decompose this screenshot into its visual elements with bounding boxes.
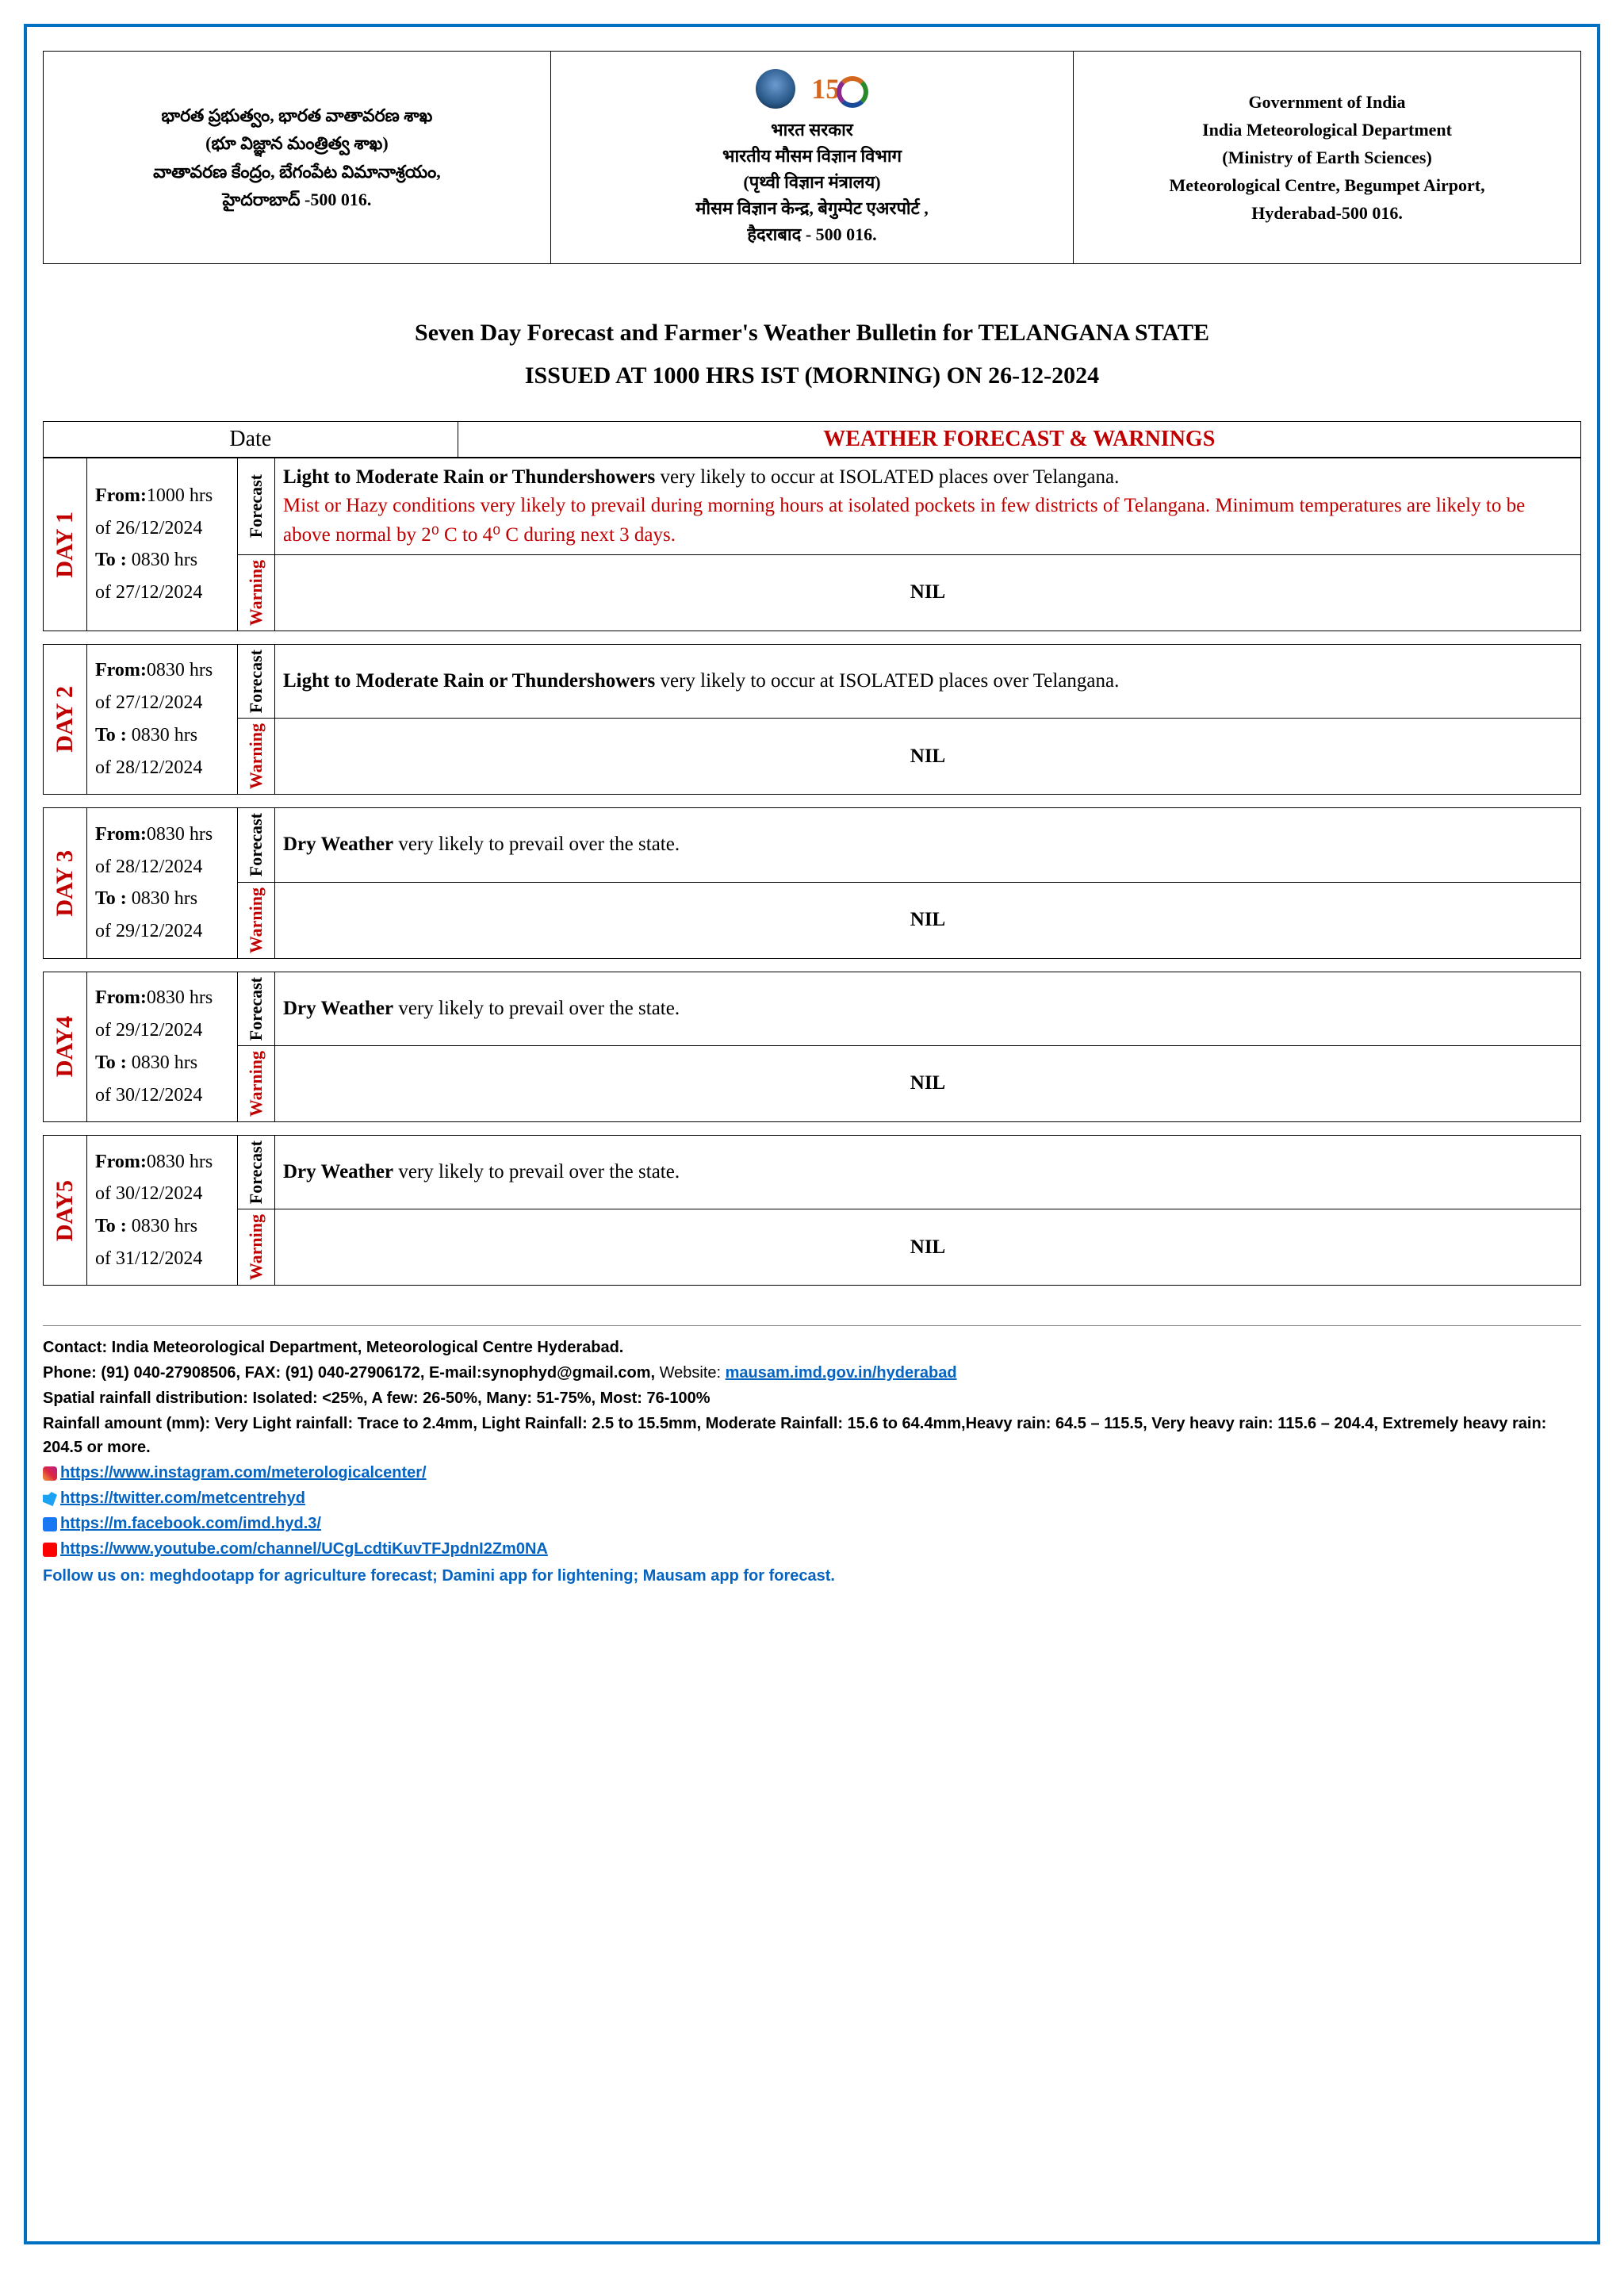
forecast-label-cell: Forecast xyxy=(238,972,275,1045)
forecast-label: Forecast xyxy=(246,650,266,713)
forecast-label: Forecast xyxy=(246,813,266,876)
forecast-content: Light to Moderate Rain or Thundershowers… xyxy=(275,644,1581,718)
header-logos: 15 xyxy=(559,67,1065,110)
day-label: DAY 1 xyxy=(52,512,79,578)
day-label-cell: DAY 1 xyxy=(44,458,87,631)
instagram-icon xyxy=(43,1466,57,1481)
youtube-icon xyxy=(43,1543,57,1557)
forecast-content: Dry Weather very likely to prevail over … xyxy=(275,1136,1581,1209)
warning-label-cell: Warning xyxy=(238,1045,275,1121)
warning-label: Warning xyxy=(246,887,266,953)
header-hindi-title: भारत सरकार xyxy=(559,117,1065,143)
warning-content: NIL xyxy=(275,554,1581,631)
forecast-content: Dry Weather very likely to prevail over … xyxy=(275,808,1581,882)
warning-label: Warning xyxy=(246,1214,266,1280)
day-block: DAY4 From:0830 hrsof 29/12/2024To : 0830 … xyxy=(43,972,1581,1122)
forecast-label: Forecast xyxy=(246,474,266,538)
instagram-link[interactable]: https://www.instagram.com/meterologicalc… xyxy=(60,1464,427,1481)
day-label: DAY 3 xyxy=(52,850,79,917)
warning-label: Warning xyxy=(246,560,266,626)
footer-website-link[interactable]: mausam.imd.gov.in/hyderabad xyxy=(726,1364,957,1382)
title-line-2: ISSUED AT 1000 HRS IST (MORNING) ON 26-1… xyxy=(43,355,1581,397)
footer: Contact: India Meteorological Department… xyxy=(43,1325,1581,1588)
forecast-table: Date WEATHER FORECAST & WARNINGS xyxy=(43,421,1581,458)
day-block: DAY 2 From:0830 hrsof 27/12/2024To : 0830… xyxy=(43,644,1581,795)
day-label-cell: DAY 2 xyxy=(44,644,87,794)
date-cell: From:0830 hrsof 28/12/2024To : 0830 hrso… xyxy=(87,808,238,958)
day-label: DAY 2 xyxy=(52,686,79,753)
warning-content: NIL xyxy=(275,1045,1581,1121)
header-hindi-lines: भारतीय मौसम विज्ञान विभाग (पृथ्वी विज्ञा… xyxy=(559,143,1065,247)
th-date: Date xyxy=(44,422,458,458)
day-label: DAY5 xyxy=(52,1180,79,1241)
footer-follow: Follow us on: meghdootapp for agricultur… xyxy=(43,1564,1581,1588)
day-label-cell: DAY4 xyxy=(44,972,87,1121)
youtube-link[interactable]: https://www.youtube.com/channel/UCgLcdti… xyxy=(60,1540,548,1558)
header-table: భారత ప్రభుత్వం, భారత వాతావరణ శాఖ (భూ విజ… xyxy=(43,51,1581,264)
warning-label: Warning xyxy=(246,723,266,789)
day-block: DAY 3 From:0830 hrsof 28/12/2024To : 0830… xyxy=(43,807,1581,958)
footer-website-label: Website: xyxy=(660,1364,726,1382)
footer-contact: Contact: India Meteorological Department… xyxy=(43,1339,623,1356)
warning-content: NIL xyxy=(275,719,1581,795)
facebook-link[interactable]: https://m.facebook.com/imd.hyd.3/ xyxy=(60,1515,321,1532)
forecast-alert: Mist or Hazy conditions very likely to p… xyxy=(283,495,1525,545)
forecast-label: Forecast xyxy=(246,1140,266,1204)
title-line-1: Seven Day Forecast and Farmer's Weather … xyxy=(43,312,1581,355)
th-main: WEATHER FORECAST & WARNINGS xyxy=(458,422,1580,458)
warning-label-cell: Warning xyxy=(238,554,275,631)
day-block: DAY 1 From:1000 hrsof 26/12/2024To : 0830… xyxy=(43,458,1581,631)
date-cell: From:0830 hrsof 29/12/2024To : 0830 hrso… xyxy=(87,972,238,1121)
imd-emblem-icon xyxy=(756,69,795,109)
forecast-content: Dry Weather very likely to prevail over … xyxy=(275,972,1581,1045)
forecast-label-cell: Forecast xyxy=(238,808,275,882)
day-label-cell: DAY5 xyxy=(44,1136,87,1286)
twitter-link[interactable]: https://twitter.com/metcentrehyd xyxy=(60,1489,305,1507)
forecast-label-cell: Forecast xyxy=(238,458,275,555)
day-label: DAY4 xyxy=(52,1016,79,1077)
table-header-row: Date WEATHER FORECAST & WARNINGS xyxy=(44,422,1581,458)
forecast-label-cell: Forecast xyxy=(238,1136,275,1209)
forecast-label: Forecast xyxy=(246,977,266,1041)
footer-spatial: Spatial rainfall distribution: Isolated:… xyxy=(43,1389,710,1407)
facebook-icon xyxy=(43,1517,57,1531)
footer-phone: Phone: (91) 040-27908506, FAX: (91) 040-… xyxy=(43,1364,660,1382)
warning-label-cell: Warning xyxy=(238,882,275,958)
footer-rainfall: Rainfall amount (mm): Very Light rainfal… xyxy=(43,1415,1546,1456)
page-border: భారత ప్రభుత్వం, భారత వాతావరణ శాఖ (భూ విజ… xyxy=(24,24,1600,2244)
header-hindi: 15 भारत सरकार भारतीय मौसम विज्ञान विभाग … xyxy=(550,52,1073,264)
forecast-label-cell: Forecast xyxy=(238,644,275,718)
header-telugu-text: భారత ప్రభుత్వం, భారత వాతావరణ శాఖ (భూ విజ… xyxy=(153,105,441,209)
title-block: Seven Day Forecast and Farmer's Weather … xyxy=(43,312,1581,397)
warning-label: Warning xyxy=(246,1051,266,1117)
header-english-text: Government of India India Meteorological… xyxy=(1169,92,1484,224)
warning-content: NIL xyxy=(275,1209,1581,1286)
day-label-cell: DAY 3 xyxy=(44,808,87,958)
date-cell: From:1000 hrsof 26/12/2024To : 0830 hrso… xyxy=(87,458,238,631)
forecast-content: Light to Moderate Rain or Thundershowers… xyxy=(275,458,1581,555)
twitter-icon xyxy=(43,1492,57,1506)
header-english: Government of India India Meteorological… xyxy=(1074,52,1581,264)
warning-content: NIL xyxy=(275,882,1581,958)
warning-label-cell: Warning xyxy=(238,1209,275,1286)
day-block: DAY5 From:0830 hrsof 30/12/2024To : 0830 … xyxy=(43,1135,1581,1286)
logo-150-icon: 15 xyxy=(811,67,868,110)
date-cell: From:0830 hrsof 30/12/2024To : 0830 hrso… xyxy=(87,1136,238,1286)
warning-label-cell: Warning xyxy=(238,719,275,795)
header-telugu: భారత ప్రభుత్వం, భారత వాతావరణ శాఖ (భూ విజ… xyxy=(44,52,551,264)
date-cell: From:0830 hrsof 27/12/2024To : 0830 hrso… xyxy=(87,644,238,794)
